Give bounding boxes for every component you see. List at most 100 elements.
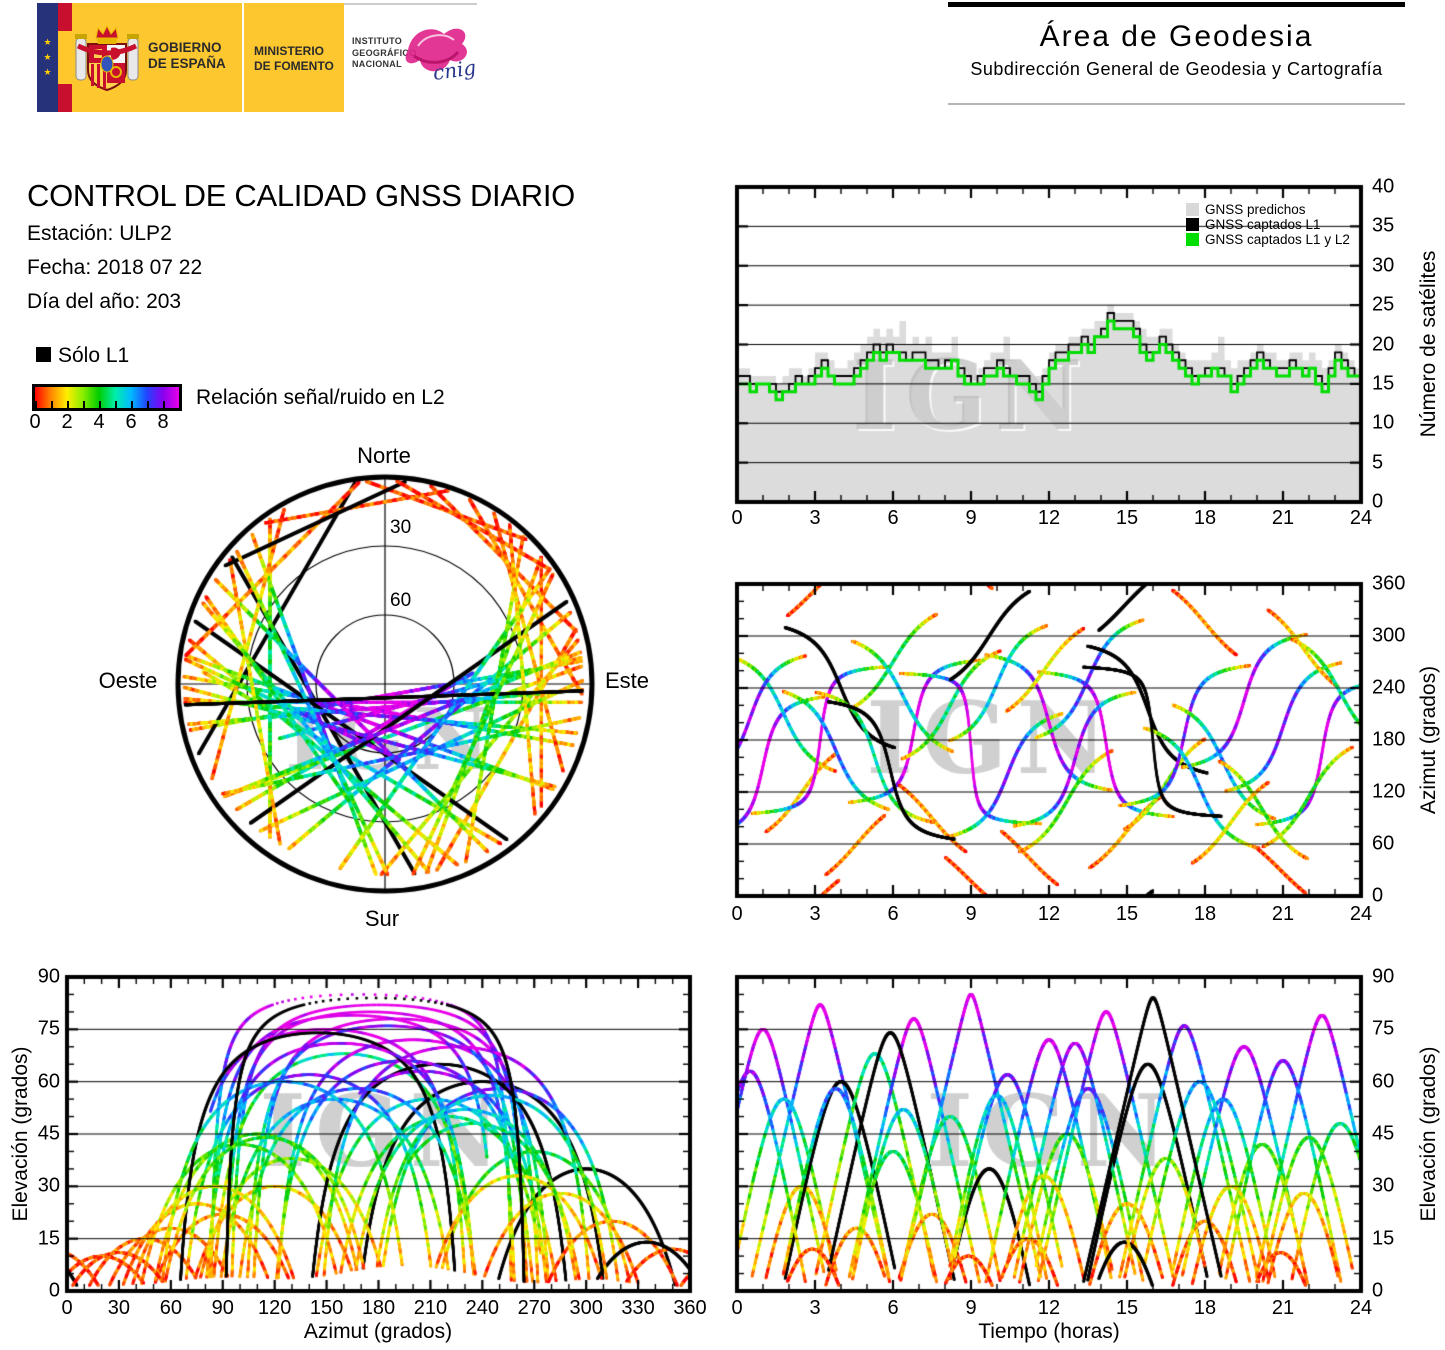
azimut-x-tick-label: 3	[809, 903, 821, 925]
colorbar-tick	[115, 401, 117, 408]
elev-t-x-tick-label: 15	[1115, 1297, 1139, 1319]
colorbar-tick	[51, 401, 53, 408]
azimut-y-tick-label: 240	[1372, 676, 1406, 699]
sats-y-tick-label: 25	[1372, 293, 1395, 316]
predicted-swatch	[1186, 203, 1199, 216]
elev-az-y-tick-label: 15	[37, 1227, 60, 1250]
azimut-x-tick-label: 6	[887, 903, 899, 925]
header-rule-bottom	[948, 103, 1405, 105]
flag-red-band	[58, 84, 72, 112]
solo-l1-swatch	[36, 347, 51, 362]
sats-x-tick-label: 3	[809, 507, 821, 529]
legend-label: GNSS predichos	[1205, 202, 1306, 217]
colorbar-tick	[35, 401, 37, 408]
legend-row: GNSS predichos	[1186, 202, 1350, 217]
elev-t-x-tick-label: 18	[1193, 1297, 1217, 1319]
area-title: Área de Geodesia	[1039, 20, 1314, 53]
elev-t-x-tick-label: 24	[1349, 1297, 1373, 1319]
sats-x-tick-label: 9	[965, 507, 977, 529]
legend-label: GNSS captados L1	[1205, 217, 1321, 232]
instituto-line3: NACIONAL	[352, 59, 402, 69]
flag-red-band	[58, 3, 72, 31]
gobierno-line2: DE ESPAÑA	[148, 56, 226, 71]
date-label: Fecha: 2018 07 22	[27, 256, 203, 279]
doy-label: Día del año: 203	[27, 290, 182, 313]
sats-y-tick-label: 35	[1372, 214, 1395, 237]
elev-t-y-tick-label: 75	[1372, 1017, 1395, 1040]
elev-az-x-tick-label: 360	[673, 1297, 707, 1319]
elev-t-x-tick-label: 9	[965, 1297, 977, 1319]
ministerio-line1: MINISTERIO	[254, 44, 325, 58]
colorbar-tick	[99, 401, 101, 408]
elev-t-x-tick-label: 12	[1037, 1297, 1061, 1319]
eu-flag-strip: ★ ★ ★	[37, 3, 58, 112]
elev-az-y-tick-label: 0	[48, 1279, 60, 1302]
colorbar-tick-label: 8	[157, 411, 169, 433]
legend-row: GNSS captados L1	[1186, 217, 1350, 232]
elev-t-x-tick-label: 0	[731, 1297, 743, 1319]
captured-l1-swatch	[1186, 218, 1199, 231]
sats-y-tick-label: 0	[1372, 490, 1384, 513]
azimut-x-tick-label: 24	[1349, 903, 1373, 925]
colorbar-tick	[179, 401, 181, 408]
elev-t-y-axis-title: Elevación (grados)	[1417, 1046, 1440, 1222]
elev-az-x-tick-label: 270	[517, 1297, 551, 1319]
cnig-logo-icon: cnig	[405, 28, 476, 85]
azimut-y-tick-label: 180	[1372, 728, 1406, 751]
captured-l1l2-swatch	[1186, 233, 1199, 246]
elevation-time-chart-canvas	[728, 968, 1370, 1300]
sats-y-tick-label: 40	[1372, 175, 1395, 198]
sats-x-tick-label: 18	[1193, 507, 1217, 529]
instituto-label: INSTITUTO GEOGRÁFICO NACIONAL	[352, 36, 417, 71]
elev-az-x-tick-label: 60	[159, 1297, 182, 1319]
elev-az-x-tick-label: 150	[309, 1297, 344, 1319]
azimut-y-tick-label: 360	[1372, 572, 1406, 595]
azimut-y-tick-label: 60	[1372, 832, 1395, 855]
sats-y-tick-label: 20	[1372, 333, 1395, 355]
ministerio-label: MINISTERIO DE FOMENTO	[254, 44, 334, 74]
azimut-x-tick-label: 21	[1271, 903, 1295, 925]
header-rule-top	[948, 2, 1405, 7]
elev-t-x-axis-title: Tiempo (horas)	[978, 1320, 1120, 1343]
elevation-azimuth-chart-canvas	[58, 968, 700, 1300]
colorbar-tick-label: 0	[29, 411, 41, 433]
sats-x-tick-label: 21	[1271, 507, 1295, 529]
skyplot-south-label: Sur	[364, 906, 400, 931]
spain-flag-strip	[58, 3, 72, 112]
sats-x-tick-label: 24	[1349, 507, 1373, 529]
sats-y-tick-label: 5	[1372, 451, 1384, 474]
colorbar-tick	[163, 401, 165, 408]
area-subtitle: Subdirección General de Geodesia y Carto…	[970, 59, 1383, 79]
elev-az-x-tick-label: 30	[107, 1297, 131, 1319]
skyplot-ring60-label: 60	[390, 590, 412, 611]
azimut-x-tick-label: 18	[1193, 903, 1217, 925]
colorbar-tick	[83, 401, 85, 408]
station-label: Estación: ULP2	[27, 222, 172, 245]
elev-az-x-tick-label: 330	[621, 1297, 655, 1319]
sats-y-tick-label: 30	[1372, 254, 1395, 277]
skyplot-west-label: Oeste	[98, 668, 158, 693]
elev-t-y-tick-label: 90	[1372, 965, 1395, 988]
elev-az-x-axis-title: Azimut (grados)	[303, 1320, 453, 1343]
elev-az-x-tick-label: 120	[257, 1297, 292, 1319]
skyplot-north-label: Norte	[357, 443, 411, 468]
elev-t-y-tick-label: 0	[1372, 1279, 1384, 1302]
elev-az-x-tick-label: 300	[569, 1297, 603, 1319]
elev-t-x-tick-label: 6	[887, 1297, 899, 1319]
elev-t-y-tick-label: 60	[1372, 1070, 1395, 1093]
elev-az-y-axis-title: Elevación (grados)	[9, 1046, 32, 1222]
azimut-x-tick-label: 15	[1115, 903, 1139, 925]
sats-y-axis-title: Número de satélites	[1417, 250, 1440, 438]
colorbar-tick	[147, 401, 149, 408]
eu-star-icon: ★	[43, 52, 52, 62]
sats-x-tick-label: 15	[1115, 507, 1139, 529]
elev-t-y-tick-label: 15	[1372, 1227, 1395, 1250]
elev-t-x-tick-label: 21	[1271, 1297, 1295, 1319]
elev-az-x-tick-label: 210	[413, 1297, 448, 1319]
elev-az-y-tick-label: 75	[37, 1017, 60, 1040]
gobierno-label: GOBIERNO DE ESPAÑA	[148, 40, 226, 72]
gobierno-line1: GOBIERNO	[148, 40, 222, 55]
spain-coat-of-arms-icon	[75, 24, 139, 92]
elev-az-y-tick-label: 90	[37, 965, 60, 988]
